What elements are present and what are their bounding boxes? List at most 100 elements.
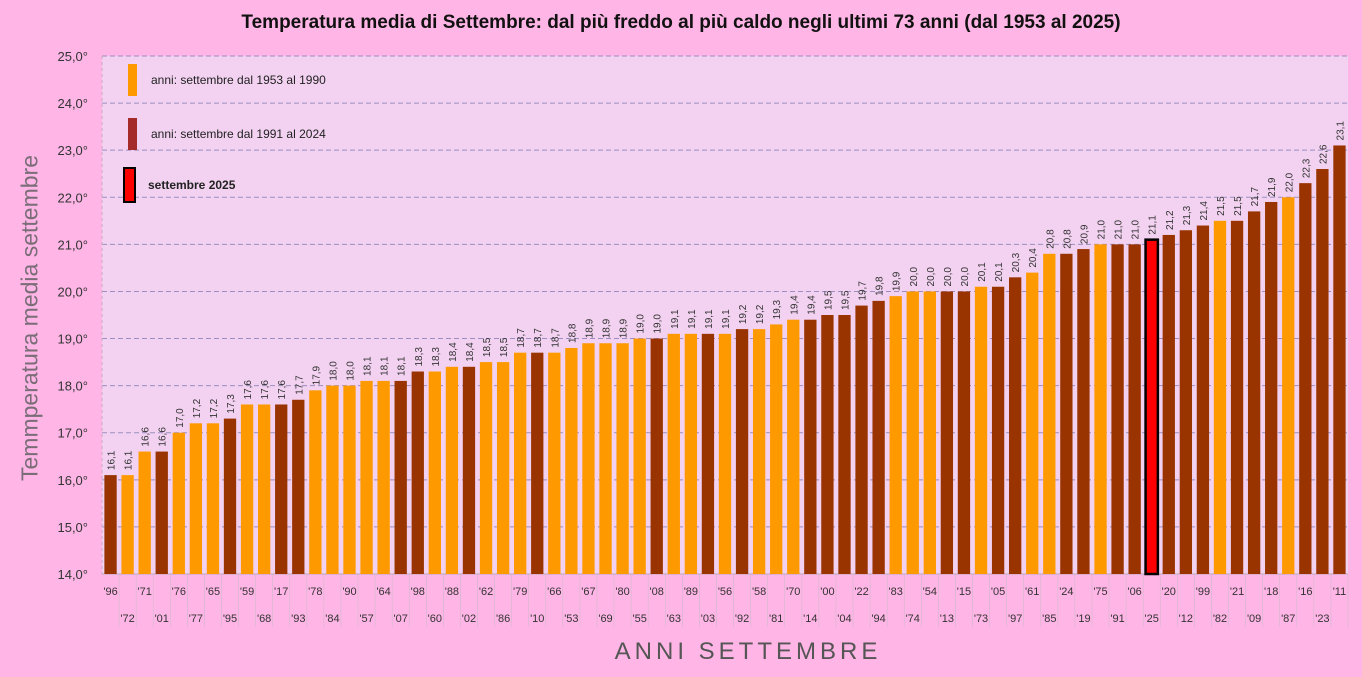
bar [496,362,510,574]
bar [1333,145,1346,575]
data-label: 18,5 [499,337,510,357]
data-label: 21,7 [1250,186,1261,206]
x-tick-label: '02 [462,613,476,625]
bar [1026,272,1039,574]
x-tick-label: '64 [376,586,390,598]
bar [377,380,390,574]
data-label: 20,4 [1028,248,1039,268]
x-tick-label: '88 [445,586,459,598]
data-label: 18,3 [431,347,442,367]
bar [889,296,902,574]
x-tick-label: '08 [650,586,664,598]
x-tick-label: '97 [1008,613,1022,625]
data-label: 19,8 [875,276,886,296]
bar [1230,220,1244,574]
legend-swatch-orange [128,64,137,96]
legend-label-2025: settembre 2025 [148,178,236,192]
x-tick-label: '14 [803,613,817,625]
bar [684,333,698,574]
bar [735,329,749,574]
x-tick-label: '79 [513,586,527,598]
x-tick-label: '78 [308,586,322,598]
bar [1043,253,1056,575]
data-label: 17,9 [311,365,322,385]
bar [752,329,766,574]
data-label: 16,1 [107,450,118,470]
legend-item-1991-2024: anni: settembre dal 1991 al 2024 [128,118,326,150]
bar [1162,234,1175,575]
data-label: 23,1 [1335,121,1346,141]
bar [804,319,817,574]
data-label: 18,8 [567,323,578,343]
data-label: 19,4 [789,295,800,315]
x-tick-label: '55 [632,613,646,625]
x-tick-label: '93 [291,613,305,625]
data-label: 21,0 [1131,219,1142,239]
bar [445,366,459,574]
bar [531,352,544,574]
x-tick-label: '25 [1145,613,1159,625]
x-tick-label: '18 [1264,586,1278,598]
x-tick-label: '94 [871,613,885,625]
x-tick-label: '70 [786,586,800,598]
x-tick-label: '57 [359,613,373,625]
x-tick-label: '98 [411,586,425,598]
bar [718,333,732,574]
data-label: 19,1 [670,309,681,329]
bar [599,343,612,574]
legend-swatch-red [123,167,136,203]
x-tick-label: '23 [1315,613,1329,625]
data-label: 20,1 [977,262,988,282]
data-label: 21,4 [1199,201,1210,221]
bar [548,352,561,574]
data-label: 20,9 [1079,224,1090,244]
y-tick-label: 16,0° [57,473,88,488]
data-label: 17,2 [209,398,220,418]
data-label: 18,9 [584,318,595,338]
data-label: 18,7 [550,328,561,348]
x-tick-label: '09 [1247,613,1261,625]
y-tick-label: 15,0° [57,520,88,535]
x-tick-label: '13 [940,613,954,625]
bar [940,291,954,574]
data-label: 19,2 [738,304,749,324]
x-tick-label: '85 [1042,613,1056,625]
bar [821,315,834,574]
data-label: 17,6 [243,380,254,400]
data-label: 19,0 [636,314,647,334]
x-tick-label: '07 [394,613,408,625]
x-tick-label: '84 [325,613,339,625]
x-tick-label: '01 [155,613,169,625]
bar [923,291,936,574]
data-label: 21,1 [1148,215,1159,235]
x-tick-label: '22 [854,586,868,598]
x-tick-label: '60 [428,613,442,625]
bar [1128,244,1141,574]
data-label: 17,2 [192,398,203,418]
bar [223,418,237,574]
x-tick-label: '71 [137,586,151,598]
data-label: 19,5 [823,290,834,310]
x-tick-label: '15 [957,586,971,598]
data-label: 19,7 [858,281,869,301]
bar [906,291,919,574]
x-tick-label: '72 [120,613,134,625]
data-label: 20,8 [1045,229,1056,249]
data-label: 21,2 [1165,210,1176,230]
bar [1282,197,1295,575]
chart-title: Temperatura media di Settembre: dal più … [241,12,1121,33]
data-label: 19,1 [687,309,698,329]
data-label: 18,1 [363,356,374,376]
bar [479,362,493,574]
y-tick-label: 18,0° [57,379,88,394]
data-label: 19,3 [772,300,783,320]
x-tick-label: '24 [1059,586,1073,598]
bar [206,423,220,574]
x-tick-label: '74 [906,613,920,625]
data-label: 19,0 [653,314,664,334]
data-label: 20,3 [1011,252,1022,272]
bar [172,432,185,574]
data-label: 22,6 [1318,144,1329,164]
x-tick-label: '87 [1281,613,1295,625]
bar [582,343,595,574]
